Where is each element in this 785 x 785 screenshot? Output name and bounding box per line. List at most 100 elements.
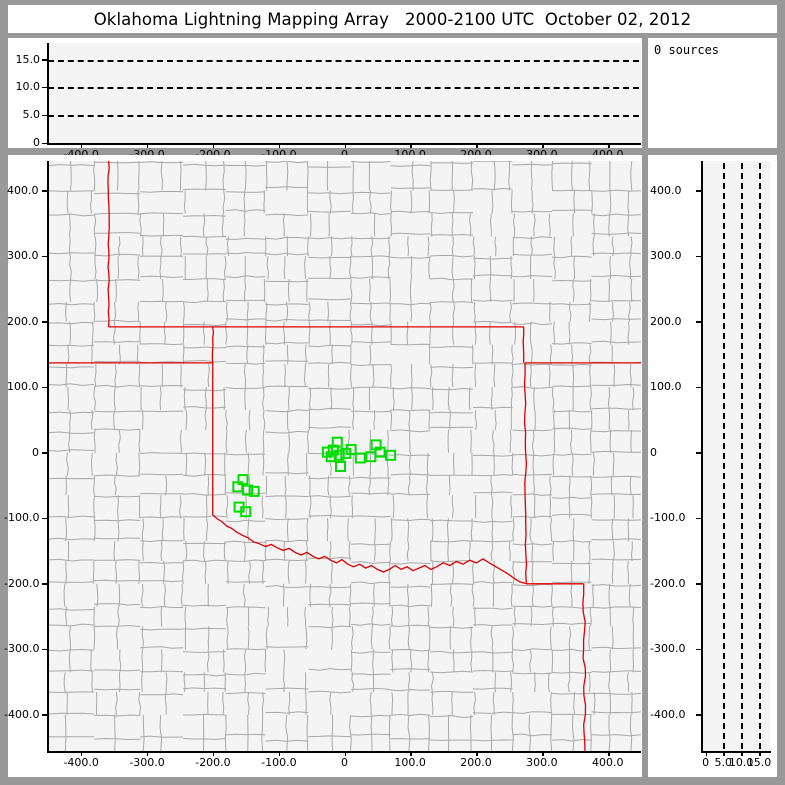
boundary-line: [588, 626, 590, 650]
x-tick-label: 10.0: [728, 756, 754, 769]
boundary-line: [349, 256, 352, 280]
boundary-line: [512, 518, 515, 542]
boundary-line: [246, 321, 249, 345]
boundary-line: [223, 541, 226, 561]
y-tick: [42, 386, 48, 389]
lma-source-marker: [242, 484, 254, 496]
boundary-line: [407, 714, 411, 751]
boundary-line: [551, 387, 555, 411]
boundary-line: [369, 691, 372, 715]
boundary-line: [225, 318, 266, 321]
boundary-line: [552, 385, 592, 388]
boundary-line: [591, 646, 641, 650]
boundary-line: [608, 213, 610, 237]
boundary-line: [629, 475, 632, 496]
boundary-line: [351, 323, 391, 327]
boundary-line: [390, 668, 431, 670]
boundary-line: [593, 691, 596, 715]
boundary-line: [512, 253, 553, 256]
boundary-line: [472, 454, 513, 457]
boundary-line: [141, 672, 143, 693]
boundary-line: [468, 213, 472, 237]
boundary-line: [185, 410, 188, 430]
boundary-line: [226, 606, 229, 627]
boundary-line: [261, 691, 264, 715]
boundary-line: [243, 190, 246, 214]
boundary-line: [551, 161, 554, 191]
boundary-line: [96, 583, 99, 607]
boundary-line: [589, 606, 592, 627]
boundary-line: [512, 236, 553, 239]
boundary-line: [115, 278, 117, 302]
boundary-line: [552, 255, 592, 259]
boundary-line: [68, 429, 71, 453]
boundary-line: [91, 321, 94, 345]
boundary-line: [351, 561, 391, 564]
y-tick: [696, 648, 702, 651]
boundary-line: [371, 606, 374, 627]
boundary-line: [390, 164, 431, 167]
boundary-line: [222, 691, 225, 715]
boundary-line: [591, 558, 641, 561]
boundary-line: [390, 518, 431, 522]
boundary-line: [552, 514, 592, 516]
boundary-line: [68, 649, 71, 673]
boundary-line: [308, 690, 352, 694]
y-tick-label: -200.0: [650, 576, 686, 590]
boundary-line: [530, 161, 533, 191]
boundary-line: [308, 237, 352, 240]
boundary-line: [552, 410, 592, 413]
boundary-line: [203, 541, 205, 561]
boundary-line: [388, 560, 391, 584]
boundary-line: [246, 344, 249, 365]
boundary-line: [588, 560, 591, 584]
boundary-line: [48, 252, 95, 255]
boundary-line: [611, 560, 614, 584]
boundary-line: [407, 475, 411, 496]
boundary-line: [347, 518, 349, 542]
boundary-line: [267, 606, 270, 627]
boundary-line: [474, 606, 476, 627]
boundary-line: [592, 452, 596, 476]
boundary-line: [428, 410, 431, 430]
boundary-line: [390, 213, 393, 237]
boundary-line: [305, 626, 308, 650]
boundary-line: [552, 496, 592, 499]
boundary-line: [451, 560, 454, 584]
boundary-line: [141, 518, 145, 542]
boundary-line: [568, 626, 572, 650]
boundary-line: [474, 410, 478, 430]
boundary-line: [140, 190, 184, 193]
boundary-line: [510, 190, 513, 214]
boundary-line: [327, 475, 330, 496]
boundary-line: [351, 672, 355, 693]
boundary-line: [447, 541, 449, 561]
boundary-line: [591, 189, 641, 192]
boundary-line: [470, 429, 472, 453]
boundary-line: [308, 319, 352, 321]
boundary-line: [63, 583, 66, 607]
boundary-line: [529, 321, 532, 345]
boundary-line: [491, 190, 494, 214]
y-tick: [42, 452, 48, 454]
plan-view-plot-area[interactable]: [48, 161, 641, 751]
boundary-line: [611, 236, 615, 257]
boundary-line: [552, 475, 592, 478]
boundary-line: [225, 453, 266, 456]
boundary-line: [244, 672, 247, 693]
boundary-line: [489, 321, 491, 345]
boundary-line: [93, 475, 95, 496]
lma-source-marker: [365, 451, 377, 463]
boundary-line: [48, 608, 95, 611]
boundary-line: [308, 192, 352, 195]
boundary-line: [494, 236, 497, 257]
boundary-line: [246, 301, 249, 322]
boundary-line: [225, 672, 266, 676]
boundary-line: [533, 475, 536, 496]
boundary-line: [392, 387, 395, 411]
boundary-line: [511, 364, 514, 388]
boundary-line: [183, 301, 185, 322]
boundary-line: [390, 256, 431, 259]
boundary-line: [552, 738, 592, 742]
y-tick: [42, 59, 48, 61]
